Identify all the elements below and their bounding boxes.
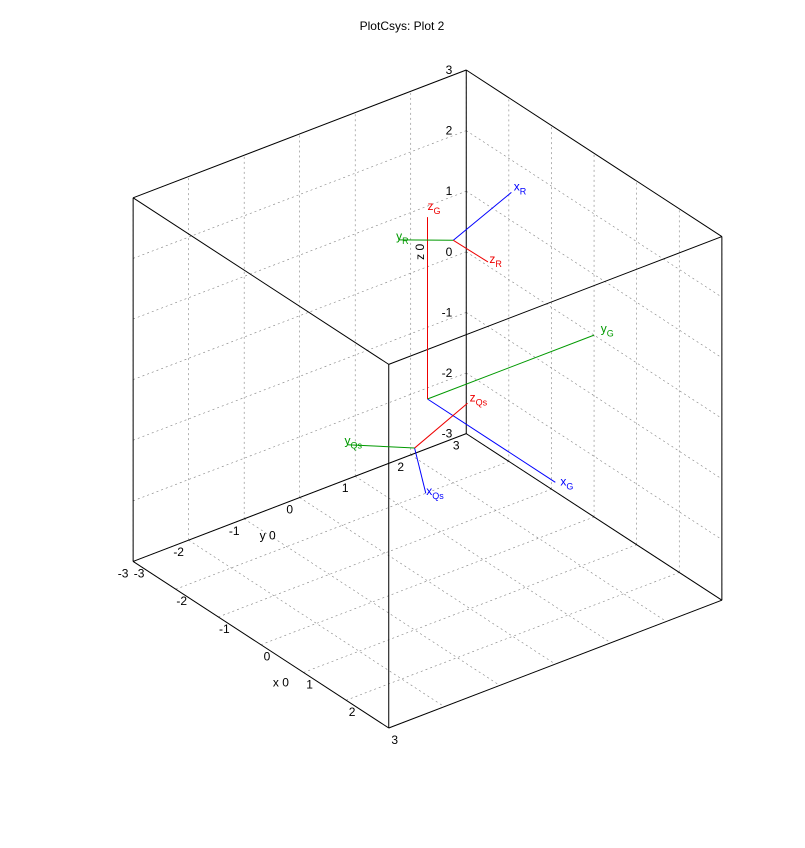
plot-svg: PlotCsys: Plot 2 -3-2-10123-3-2-10123-3-… [0, 0, 805, 848]
frame-G-x-label: xG [560, 475, 573, 492]
x-tick: -1 [219, 622, 230, 636]
z-tick: -1 [442, 305, 453, 319]
plot-3d-figure: PlotCsys: Plot 2 -3-2-10123-3-2-10123-3-… [0, 0, 805, 848]
frame-R-x-axis [453, 192, 511, 240]
frame-G-z-label: zG [428, 199, 441, 216]
frame-R-z-label: zR [489, 252, 502, 269]
z-tick: -2 [442, 366, 453, 380]
z-axis-label: z 0 [413, 243, 427, 259]
frame-Qs-z-label: zQs [470, 390, 488, 407]
x-tick: 1 [306, 677, 313, 691]
x-axis-label: x 0 [273, 676, 289, 690]
y-tick: 2 [397, 460, 404, 474]
z-tick: 1 [446, 184, 453, 198]
frame-R-x-label: xR [514, 179, 527, 196]
z-tick: 3 [446, 63, 453, 77]
z-tick: 2 [446, 124, 453, 138]
y-tick: -3 [118, 566, 129, 580]
z-tick: -3 [442, 427, 453, 441]
coordinate-frames: xG yG zG xR yR zR xQs yQs zQs [344, 179, 613, 501]
y-tick: -2 [173, 545, 184, 559]
y-tick: 0 [286, 503, 293, 517]
frame-Qs-x-label: xQs [426, 484, 444, 501]
z-tick: 0 [446, 245, 453, 259]
frame-Qs-y-label: yQs [344, 434, 362, 451]
x-tick: -2 [176, 594, 187, 608]
frame-R-y-label: yR [396, 229, 409, 246]
x-tick: 3 [391, 733, 398, 747]
frame-G-y-label: yG [601, 322, 614, 339]
frame-G-y-axis [428, 335, 595, 399]
frame-Qs-x-axis [415, 448, 426, 493]
x-tick: 2 [349, 705, 356, 719]
x-tick: 0 [264, 650, 271, 664]
y-axis-label: y 0 [260, 529, 276, 543]
y-tick: -1 [229, 524, 240, 538]
y-tick: 3 [453, 439, 460, 453]
x-tick: -3 [134, 566, 145, 580]
y-tick: 1 [342, 481, 349, 495]
frame-R-z-axis [453, 240, 488, 262]
tick-labels: -3-2-10123-3-2-10123-3-2-10123 [118, 63, 460, 747]
plot-title: PlotCsys: Plot 2 [360, 19, 445, 33]
